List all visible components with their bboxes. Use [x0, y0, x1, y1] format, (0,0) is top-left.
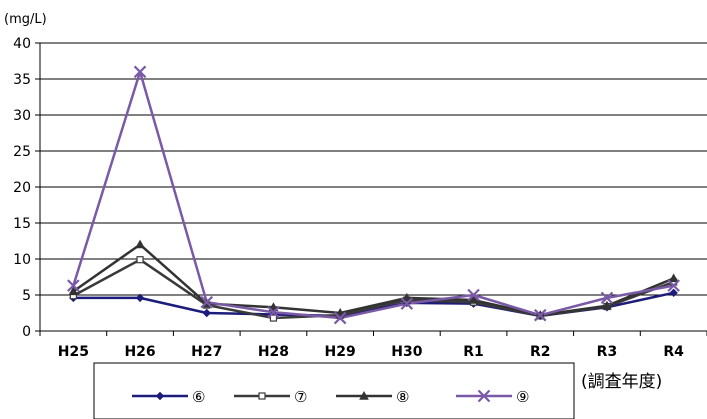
- data-point-8: [602, 300, 612, 310]
- x-tick-label: R2: [530, 344, 551, 360]
- y-tick-label: 15: [13, 216, 31, 232]
- legend-label: ⑥: [192, 388, 205, 406]
- data-point-9: [533, 308, 547, 322]
- legend-swatch-marker: [359, 390, 369, 400]
- y-tick-label: 35: [13, 72, 31, 88]
- legend-swatch-marker: [477, 389, 491, 403]
- x-tick-label: H27: [191, 344, 222, 360]
- legend-swatch-marker: [155, 391, 165, 401]
- data-point-9: [667, 279, 680, 292]
- y-tick-label: 20: [13, 180, 31, 196]
- data-point-8: [468, 295, 479, 304]
- x-tick-label: H29: [325, 344, 356, 360]
- legend-label: ⑨: [516, 388, 529, 406]
- data-point-9: [333, 311, 347, 325]
- data-point-9: [200, 295, 214, 309]
- data-point-8: [668, 273, 679, 283]
- series-line-9: [72, 70, 674, 320]
- y-tick-label: 25: [13, 144, 31, 160]
- data-point-9: [133, 65, 147, 79]
- legend: ⑥ ⑦ ⑧ ⑨: [93, 362, 575, 419]
- data-point-6: [669, 288, 678, 298]
- data-point-9: [400, 297, 414, 310]
- data-point-6: [135, 293, 145, 303]
- y-tick-label: 40: [13, 36, 31, 52]
- data-point-8: [268, 302, 279, 311]
- legend-label: ⑦: [294, 388, 307, 406]
- legend-box: [93, 362, 575, 419]
- series-lines: [72, 70, 675, 320]
- y-tick-label: 30: [13, 108, 31, 124]
- axes: [35, 42, 707, 336]
- y-tick-label: 0: [22, 324, 31, 340]
- series-line-8: [72, 243, 675, 317]
- tick-labels: 0 5 10 15 20 25 30 35 40 H25 H26 H27 H28 H29 H30 R1 R2 R3…: [13, 36, 684, 360]
- x-tick-label: H25: [58, 344, 89, 360]
- data-point-8: [402, 292, 412, 302]
- data-point-7: [136, 256, 144, 264]
- data-point-9: [600, 291, 614, 305]
- data-point-7: [269, 314, 278, 322]
- x-tick-label: R1: [463, 344, 484, 360]
- x-tick-label: R3: [597, 344, 618, 360]
- series-markers: [67, 65, 680, 325]
- data-point-8: [135, 239, 145, 249]
- legend-label: ⑧: [396, 388, 409, 406]
- gridlines: [40, 42, 707, 296]
- x-tick-label: R4: [663, 344, 684, 360]
- x-tick-label: H26: [124, 344, 155, 360]
- data-point-8: [68, 286, 79, 296]
- unit-label: (mg/L): [4, 12, 47, 27]
- data-point-9: [267, 306, 280, 319]
- x-tick-label: H30: [391, 344, 422, 360]
- x-tick-label: H28: [258, 344, 289, 360]
- data-point-9: [67, 279, 80, 292]
- y-tick-label: 5: [22, 288, 31, 304]
- legend-swatch-marker: [258, 392, 266, 400]
- data-point-8: [335, 307, 345, 317]
- data-point-6: [202, 308, 211, 318]
- x-axis-title: (調査年度): [581, 372, 662, 392]
- data-point-9: [467, 288, 480, 302]
- y-tick-label: 10: [13, 252, 31, 268]
